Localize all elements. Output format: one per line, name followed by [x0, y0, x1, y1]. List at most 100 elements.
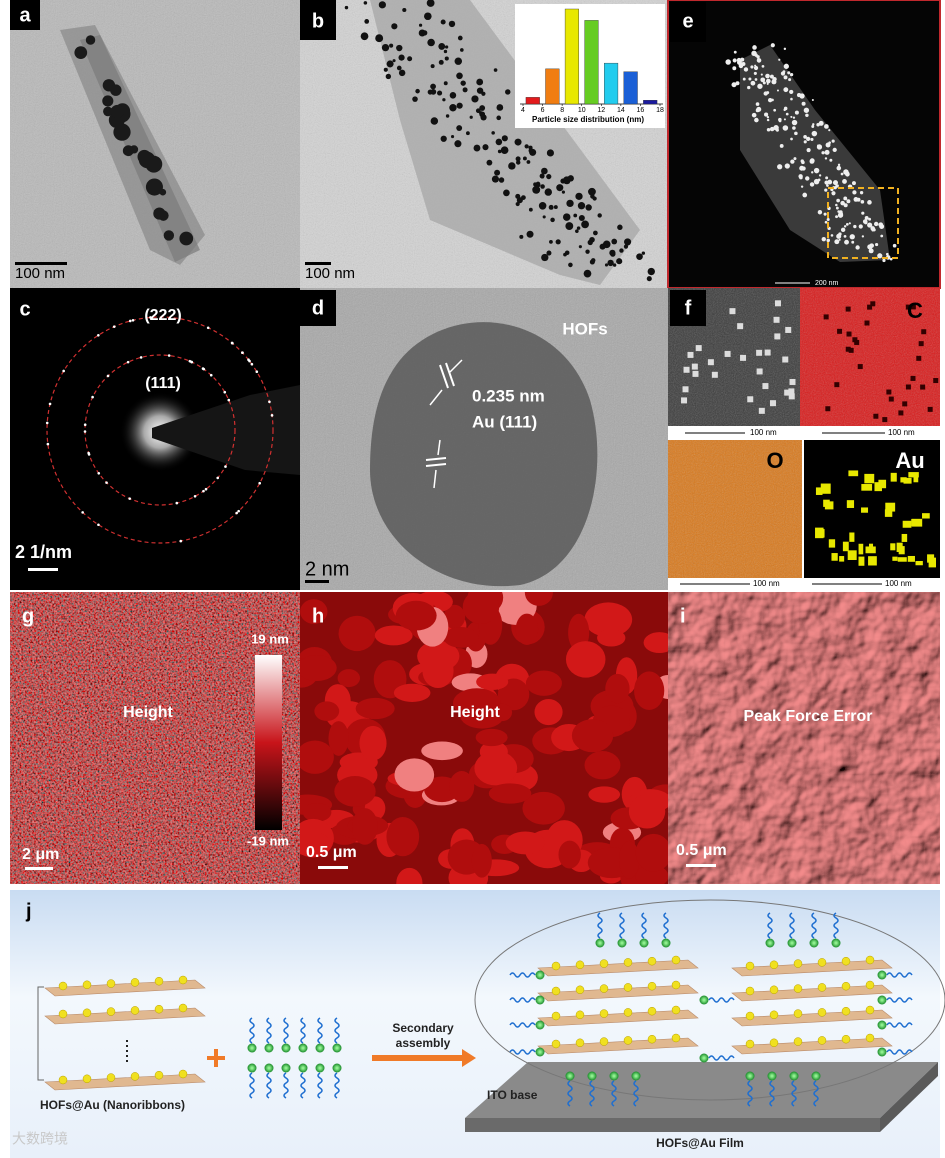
nanoparticle [748, 77, 752, 81]
nanoparticle [736, 60, 742, 66]
au-particle [745, 1011, 755, 1021]
nanoparticle [835, 215, 839, 219]
particle [884, 509, 893, 517]
nanoparticle [535, 181, 541, 186]
au-particle [647, 1006, 657, 1016]
particle [874, 482, 882, 492]
diffraction-spot [97, 472, 101, 475]
nanoparticle [813, 178, 820, 185]
particle [707, 359, 714, 366]
particle [683, 366, 690, 373]
nanoparticle [753, 65, 759, 71]
nanoparticle [732, 58, 737, 63]
hof-layer [537, 1009, 699, 1027]
particle [902, 520, 912, 528]
scale-text: 100 nm [750, 428, 777, 437]
nanoparticle [800, 159, 804, 163]
ligand-head [587, 1071, 597, 1081]
au-particle [130, 1006, 140, 1015]
ligand-head [699, 995, 709, 1005]
nanoparticle [811, 98, 814, 102]
scale-bar [318, 866, 348, 869]
nanoparticle [515, 193, 521, 199]
grain [386, 816, 420, 857]
ligand-chain [747, 1080, 753, 1107]
nanoparticle [460, 80, 466, 86]
ligand-head [332, 1063, 342, 1073]
particle [898, 410, 904, 416]
grain [443, 604, 466, 629]
ligand-chain [589, 1080, 595, 1107]
bracket [37, 986, 44, 1081]
particle [905, 384, 911, 390]
nanoparticle [391, 23, 398, 30]
caption: HOFs@Au Film [656, 1136, 744, 1150]
ligand-chain [334, 1072, 340, 1099]
au-particle [154, 1070, 164, 1080]
nanoparticle [616, 258, 623, 265]
nanoparticle [623, 244, 629, 249]
au-particle [671, 1005, 681, 1015]
au-particle [841, 1034, 851, 1044]
plus-sign [207, 1049, 225, 1067]
ligand-chain [317, 1072, 323, 1099]
nanoparticle [803, 140, 807, 144]
nanoparticle [766, 128, 771, 132]
particle [687, 351, 694, 358]
nanoparticle [799, 175, 803, 180]
nanoparticle [732, 66, 737, 71]
nanoparticle [496, 104, 504, 111]
grain [476, 673, 509, 691]
arrow [433, 469, 437, 489]
nanoparticle [725, 59, 731, 65]
ligand-chain [334, 1017, 340, 1044]
scale-bar [28, 568, 58, 571]
ligand-head [298, 1063, 308, 1073]
nanoparticle [575, 229, 579, 233]
grain [643, 632, 668, 654]
nanoparticle [540, 175, 545, 179]
nanoparticle [840, 172, 844, 176]
nanoparticle [873, 221, 879, 227]
diffraction-spot [91, 395, 94, 399]
au-particle [793, 1037, 803, 1046]
nanoparticle [443, 81, 448, 86]
nanoparticle [755, 102, 760, 106]
diffraction-spot [235, 511, 238, 515]
panel-label: d [312, 297, 324, 319]
ligand-head [281, 1043, 291, 1053]
nanoparticle [762, 81, 766, 85]
particle [927, 406, 933, 412]
nanoparticle [782, 70, 786, 74]
nanoparticle [791, 119, 798, 126]
nanoparticle [412, 96, 418, 102]
nanoparticle [806, 136, 811, 142]
particle [747, 396, 754, 403]
grain [300, 831, 331, 856]
nanoparticle [806, 148, 811, 153]
diffraction-spot [112, 325, 116, 328]
nanoparticle [801, 101, 806, 106]
nanoparticle [824, 220, 828, 224]
nanoparticle [494, 169, 501, 176]
diffraction-spot [81, 511, 84, 514]
grain [534, 699, 563, 726]
scale-text: 200 nm [815, 280, 839, 287]
grain [571, 719, 614, 753]
x-tick-label: 6 [541, 107, 545, 114]
diffraction-spot [175, 501, 179, 505]
diffraction-spot [126, 360, 130, 364]
diffraction-spot [258, 481, 261, 485]
particle [861, 484, 873, 491]
particle [885, 502, 896, 512]
diffraction-spot [216, 476, 220, 480]
grain [359, 725, 387, 761]
particle [915, 560, 923, 566]
au-particle [769, 1010, 779, 1020]
nanoparticle [861, 211, 865, 215]
nanoparticle [844, 239, 849, 245]
au-particle [647, 956, 657, 966]
nanoparticle [843, 203, 848, 208]
particle [921, 329, 927, 335]
